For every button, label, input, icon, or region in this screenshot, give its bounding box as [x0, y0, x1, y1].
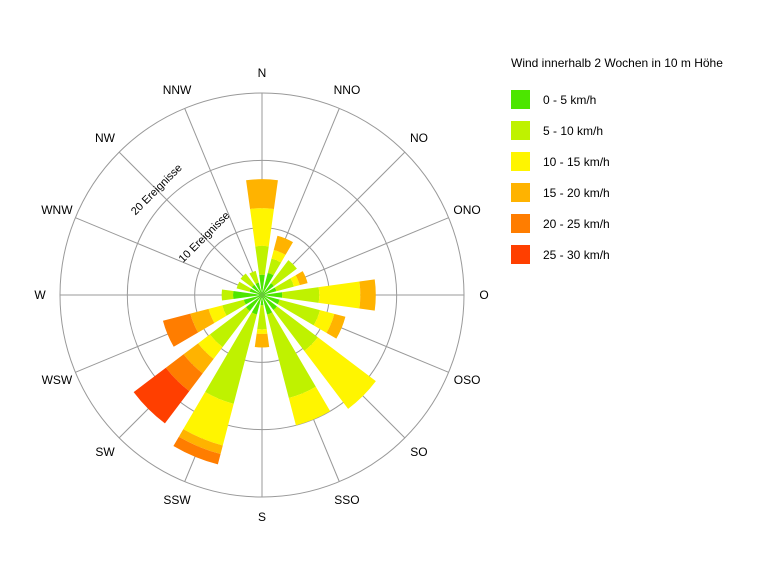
- legend-item-label: 25 - 30 km/h: [543, 247, 610, 262]
- legend-item: 5 - 10 km/h: [511, 121, 756, 140]
- petal-SO-bin-0: [262, 295, 278, 311]
- petal-SSW-bin-2: [183, 391, 234, 446]
- legend-item-label: 5 - 10 km/h: [543, 123, 604, 138]
- legend-item: 15 - 20 km/h: [511, 183, 756, 202]
- legend-swatch: [511, 183, 530, 202]
- direction-label-SSW: SSW: [163, 493, 191, 507]
- petal-N-bin-3: [246, 179, 278, 209]
- petal-N-bin-1: [255, 245, 269, 275]
- petal-SW-bin-4: [165, 354, 203, 392]
- petal-NNO-bin-0: [262, 272, 274, 295]
- direction-label-SSO: SSO: [334, 493, 359, 507]
- petal-ONO-bin-0: [262, 287, 277, 295]
- petal-SSW-bin-3: [178, 429, 223, 454]
- petal-NNO-bin-2: [271, 250, 286, 263]
- petal-W-bin-1: [221, 289, 234, 301]
- petal-WSW-bin-0: [243, 295, 262, 305]
- legend-item-label: 0 - 5 km/h: [543, 92, 597, 107]
- legend-item-label: 20 - 25 km/h: [543, 216, 610, 231]
- petal-SO-bin-2: [304, 337, 376, 409]
- legend-item: 10 - 15 km/h: [511, 152, 756, 171]
- petal-S-bin-3: [254, 333, 270, 348]
- petal-OSO-bin-3: [326, 313, 346, 339]
- petal-S-bin-2: [256, 329, 268, 335]
- legend-swatch: [511, 245, 530, 264]
- petal-W-bin-0: [233, 291, 262, 299]
- direction-label-NO: NO: [410, 131, 428, 145]
- petal-OSO-bin-2: [313, 310, 335, 333]
- direction-label-N: N: [258, 66, 267, 80]
- petal-NNO-bin-3: [273, 235, 294, 255]
- legend-swatch: [511, 121, 530, 140]
- petal-NNO-bin-1: [267, 258, 282, 276]
- petal-S-bin-1: [257, 305, 267, 330]
- petal-SW-bin-3: [183, 343, 214, 374]
- direction-label-O: O: [479, 288, 488, 302]
- legend-item-label: 10 - 15 km/h: [543, 154, 610, 169]
- petal-O-bin-1: [282, 287, 320, 303]
- petal-SO-bin-1: [273, 306, 318, 351]
- direction-label-SW: SW: [95, 445, 115, 459]
- petal-O-bin-2: [318, 281, 361, 309]
- legend-items: 0 - 5 km/h 5 - 10 km/h 10 - 15 km/h 15 - 20…: [511, 90, 756, 264]
- petal-SSO-bin-1: [267, 312, 316, 398]
- direction-label-W: W: [34, 288, 46, 302]
- petal-OSO-bin-0: [262, 295, 280, 305]
- petal-NO-bin-1: [270, 260, 297, 287]
- petal-SW-bin-0: [245, 295, 262, 312]
- petal-SW-bin-5: [133, 367, 190, 424]
- grid-spoke-NW: [118, 151, 263, 296]
- petal-WSW-bin-3: [190, 308, 215, 333]
- direction-label-WNW: WNW: [41, 203, 73, 217]
- direction-label-S: S: [258, 510, 266, 524]
- petal-SSO-bin-0: [262, 295, 273, 315]
- petal-SSO-bin-2: [288, 386, 331, 426]
- petal-SSW-bin-1: [205, 312, 257, 404]
- direction-label-NNW: NNW: [163, 83, 192, 97]
- direction-label-NW: NW: [95, 131, 116, 145]
- petal-S-bin-0: [260, 295, 264, 306]
- legend-title: Wind innerhalb 2 Wochen in 10 m Höhe: [511, 56, 723, 70]
- petal-O-bin-0: [262, 292, 283, 298]
- petal-ONO-bin-3: [295, 271, 308, 286]
- direction-label-OSO: OSO: [454, 373, 481, 387]
- petal-WSW-bin-1: [222, 299, 246, 316]
- legend-swatch: [511, 214, 530, 233]
- grid-spoke-WNW: [75, 217, 263, 296]
- petal-ONO-bin-1: [274, 278, 294, 292]
- petal-O-bin-3: [359, 279, 376, 311]
- petal-NNW-bin-1: [249, 270, 259, 284]
- petal-WNW-bin-1: [236, 281, 251, 292]
- direction-label-WSW: WSW: [42, 373, 73, 387]
- legend-swatch: [511, 152, 530, 171]
- petal-N-bin-0: [259, 274, 265, 295]
- petal-SW-bin-2: [198, 334, 223, 359]
- legend-item: 25 - 30 km/h: [511, 245, 756, 264]
- direction-label-SO: SO: [410, 445, 427, 459]
- petal-WNW-bin-0: [249, 288, 262, 295]
- legend-item: 20 - 25 km/h: [511, 214, 756, 233]
- petal-OSO-bin-1: [277, 299, 320, 326]
- legend-swatch: [511, 90, 530, 109]
- direction-label-ONO: ONO: [453, 203, 480, 217]
- petal-N-bin-2: [250, 208, 274, 247]
- grid-spoke-NNW: [184, 108, 263, 296]
- petal-NNW-bin-0: [255, 282, 262, 295]
- legend-item: 0 - 5 km/h: [511, 90, 756, 109]
- petal-SSW-bin-0: [251, 295, 262, 315]
- legend-item-label: 15 - 20 km/h: [543, 185, 610, 200]
- petal-ONO-bin-2: [290, 275, 300, 287]
- petal-NW-bin-0: [251, 284, 262, 295]
- petal-NO-bin-0: [262, 283, 274, 295]
- petal-WSW-bin-4: [162, 313, 199, 347]
- petal-SSW-bin-4: [173, 436, 221, 465]
- legend: Wind innerhalb 2 Wochen in 10 m Höhe 0 -…: [511, 56, 756, 276]
- petal-NW-bin-1: [240, 273, 255, 288]
- petal-SW-bin-1: [209, 307, 250, 348]
- direction-label-NNO: NNO: [334, 83, 361, 97]
- petal-WSW-bin-2: [208, 305, 227, 323]
